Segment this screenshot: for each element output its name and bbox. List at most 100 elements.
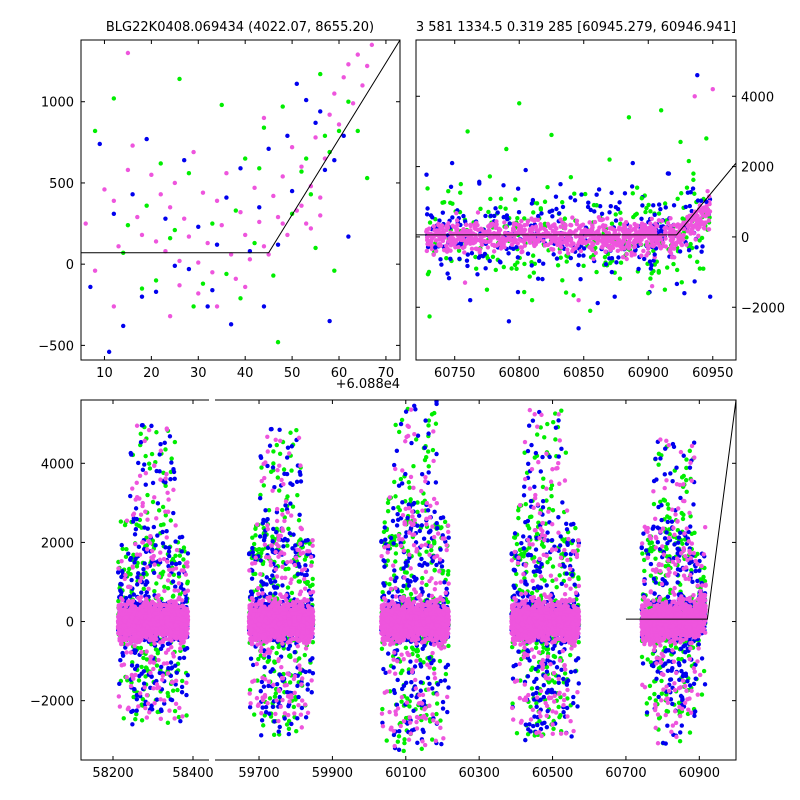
point-blue <box>250 662 256 668</box>
point-blue <box>262 664 267 670</box>
point-blue <box>168 697 173 702</box>
point-green <box>250 535 255 540</box>
point-violet <box>525 222 530 227</box>
point-violet <box>126 622 132 627</box>
point-violet <box>144 596 149 601</box>
point-blue <box>699 249 704 254</box>
point-violet <box>544 242 550 247</box>
point-blue <box>179 684 185 690</box>
point-blue <box>128 493 133 499</box>
point-violet <box>327 112 332 117</box>
point-blue <box>247 705 253 710</box>
point-violet <box>139 636 144 642</box>
point-violet <box>121 662 127 667</box>
point-violet <box>149 555 154 560</box>
point-violet <box>117 704 123 709</box>
point-violet <box>186 234 192 239</box>
point-blue <box>129 709 134 715</box>
point-blue <box>130 192 135 197</box>
point-green <box>153 278 159 283</box>
point-blue <box>603 262 609 267</box>
point-green <box>154 663 160 668</box>
point-violet <box>665 220 671 226</box>
point-violet <box>651 243 656 249</box>
point-green <box>484 287 490 292</box>
point-blue <box>134 708 139 713</box>
point-violet <box>592 219 598 225</box>
point-violet <box>124 518 130 523</box>
point-green <box>555 263 561 268</box>
point-violet <box>163 650 169 655</box>
point-violet <box>146 632 151 637</box>
point-blue <box>295 572 301 577</box>
point-violet <box>601 227 606 232</box>
point-green <box>277 488 282 493</box>
point-violet <box>125 599 131 604</box>
point-blue <box>155 533 160 538</box>
point-violet <box>158 613 164 618</box>
point-blue <box>131 592 137 597</box>
y-tick-label: 500 <box>49 177 74 192</box>
point-blue <box>246 551 252 557</box>
point-blue <box>437 218 442 223</box>
point-blue <box>173 539 178 544</box>
point-blue <box>515 186 521 191</box>
point-violet <box>308 226 314 231</box>
point-violet <box>171 487 176 493</box>
point-blue <box>119 542 124 548</box>
point-violet <box>166 599 172 605</box>
point-green <box>542 199 548 204</box>
point-violet <box>146 538 151 544</box>
x-tick-label: 60900 <box>628 366 669 381</box>
point-blue <box>695 72 700 78</box>
point-violet <box>656 218 662 223</box>
point-blue <box>450 215 455 220</box>
point-blue <box>177 560 182 566</box>
point-violet <box>163 628 169 633</box>
point-blue <box>629 184 635 189</box>
point-blue <box>141 566 146 572</box>
point-violet <box>642 234 647 239</box>
x-tick-label: 60 <box>331 366 348 381</box>
point-violet <box>176 588 181 593</box>
point-blue <box>341 133 346 139</box>
point-green <box>529 298 535 303</box>
point-green <box>608 260 613 266</box>
point-violet <box>154 595 159 600</box>
point-violet <box>606 245 612 250</box>
point-blue <box>176 571 182 576</box>
point-violet <box>462 238 468 243</box>
point-blue <box>270 667 275 672</box>
point-green <box>545 185 550 190</box>
point-violet <box>134 480 139 485</box>
point-blue <box>425 206 430 211</box>
point-blue <box>310 670 316 676</box>
point-violet <box>477 247 483 252</box>
point-blue <box>541 261 546 266</box>
point-green <box>684 185 690 190</box>
point-violet <box>633 239 639 245</box>
point-violet <box>649 283 655 289</box>
y-tick-label: −500 <box>38 339 74 354</box>
point-blue <box>687 203 693 209</box>
point-green <box>302 652 307 658</box>
point-blue <box>318 109 323 114</box>
point-violet <box>589 226 595 232</box>
point-green <box>318 71 323 77</box>
x-tick-label: 60800 <box>499 366 540 381</box>
point-blue <box>163 545 168 550</box>
point-blue <box>303 97 309 103</box>
point-green <box>626 115 632 120</box>
point-blue <box>633 248 638 253</box>
point-violet <box>148 533 153 539</box>
point-blue <box>129 663 135 668</box>
point-green <box>313 245 318 251</box>
point-blue <box>106 349 112 355</box>
point-violet <box>578 223 584 228</box>
point-blue <box>313 120 318 126</box>
point-violet <box>456 245 461 250</box>
point-violet <box>135 214 140 220</box>
point-violet <box>431 224 436 229</box>
point-violet <box>706 218 712 223</box>
point-blue <box>622 191 628 196</box>
